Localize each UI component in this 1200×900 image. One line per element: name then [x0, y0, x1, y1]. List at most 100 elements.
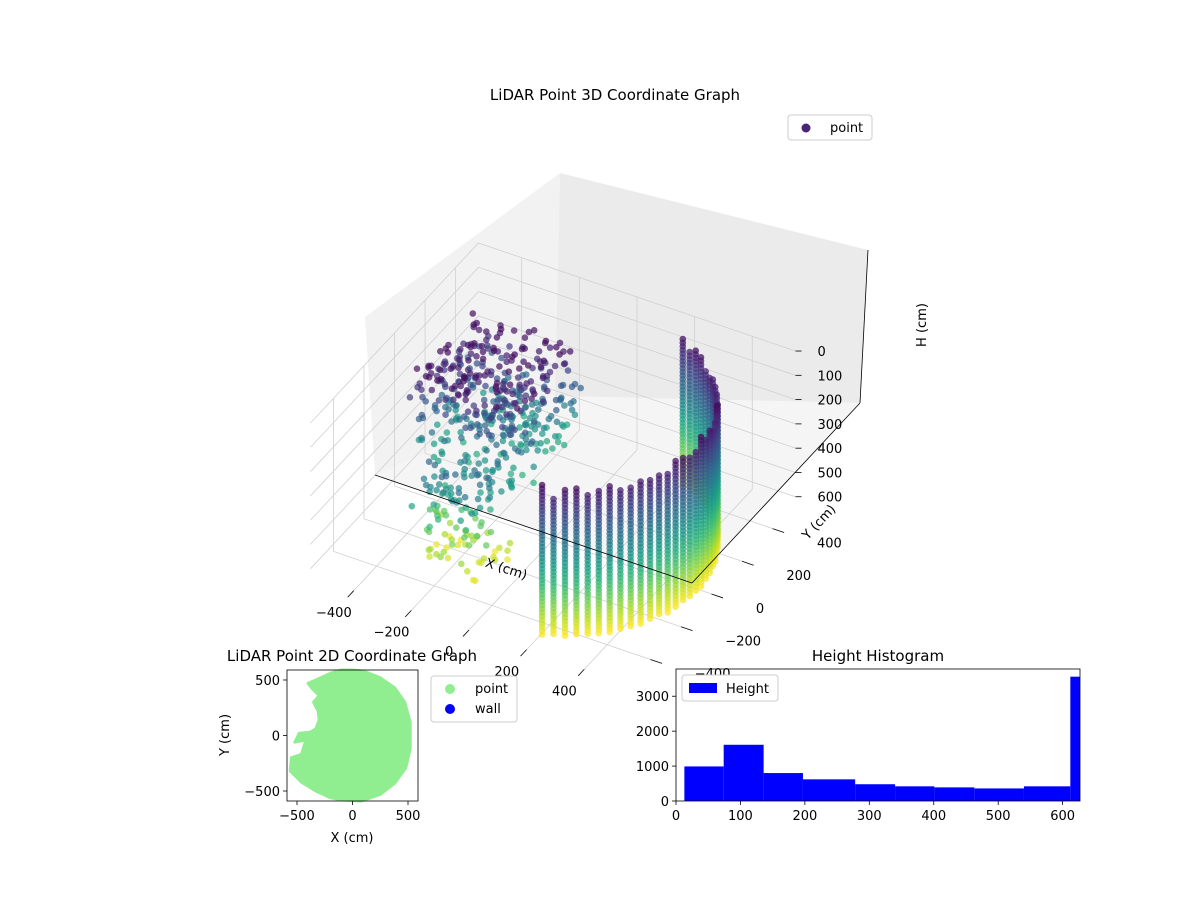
x-tick-label: 0	[445, 645, 453, 660]
legend-histogram-swatch	[689, 683, 717, 693]
data-point	[444, 349, 452, 356]
data-point	[446, 519, 454, 527]
data-point	[646, 615, 654, 622]
legend-3d-frame	[787, 114, 873, 141]
data-point	[453, 524, 460, 531]
data-point	[473, 471, 481, 479]
histogram-title: Height Histogram	[812, 647, 944, 665]
data-point	[456, 356, 463, 364]
x-tick-label: 400	[552, 685, 577, 700]
data-point	[532, 412, 539, 420]
data-point	[512, 399, 519, 407]
data-point	[500, 449, 507, 457]
data-point	[441, 530, 449, 538]
data-point	[489, 466, 497, 474]
data-point	[478, 342, 486, 350]
data-point	[553, 406, 560, 414]
data-point	[462, 390, 470, 398]
data-point	[473, 407, 480, 415]
data-point	[457, 429, 465, 436]
data-point	[494, 396, 501, 404]
x-tick-mark	[520, 649, 527, 657]
y-tick-label: −200	[725, 634, 761, 649]
data-point	[445, 406, 452, 413]
data-point	[479, 348, 487, 356]
x-tick-mark	[462, 629, 470, 637]
data-point	[422, 373, 430, 380]
histogram-bar	[763, 773, 803, 801]
histogram-bars	[684, 676, 1080, 801]
data-point	[465, 357, 472, 364]
data-point	[485, 475, 493, 482]
data-point	[508, 440, 515, 447]
data-point	[568, 383, 576, 391]
data-point	[447, 490, 455, 497]
y-tick-label: 0	[661, 795, 669, 810]
z-axis-line	[859, 249, 869, 404]
data-point	[476, 430, 484, 438]
data-point	[627, 622, 634, 630]
data-point	[498, 403, 506, 411]
y-tick-label: 400	[817, 536, 842, 551]
data-point	[655, 610, 663, 618]
data-point	[457, 346, 464, 353]
data-point	[545, 415, 553, 423]
data-point	[464, 408, 472, 416]
data-point	[406, 394, 414, 401]
histogram-bar	[974, 788, 1024, 801]
data-point	[453, 402, 460, 409]
data-point	[521, 404, 529, 411]
data-point	[469, 310, 477, 317]
data-point	[504, 556, 511, 563]
data-point	[476, 504, 484, 512]
data-point	[426, 506, 434, 513]
data-point	[455, 489, 463, 497]
x-tick-label: 600	[1050, 809, 1075, 824]
data-point	[553, 343, 560, 351]
data-point	[481, 402, 489, 409]
data-point	[692, 587, 700, 594]
data-point	[672, 603, 679, 610]
data-point	[523, 380, 530, 387]
data-point	[480, 396, 488, 404]
data-point	[513, 405, 521, 412]
data-point	[476, 481, 484, 489]
legend-2d-wall-marker	[445, 704, 455, 714]
data-point	[413, 365, 421, 373]
data-point	[528, 423, 535, 430]
data-point	[501, 396, 508, 404]
data-point	[506, 343, 513, 350]
legend-2d-wall-label: wall	[475, 702, 501, 717]
data-point	[546, 344, 554, 352]
histogram-bar	[895, 786, 935, 801]
data-point	[418, 434, 425, 442]
data-point	[516, 424, 523, 431]
data-point	[484, 345, 492, 352]
data-point	[450, 396, 457, 404]
data-point	[557, 382, 565, 390]
data-point	[468, 472, 476, 480]
y-tick-label: 3000	[636, 690, 669, 705]
data-point	[496, 363, 503, 370]
y-tick-label: 200	[786, 569, 811, 584]
data-point	[461, 465, 469, 473]
data-point	[540, 424, 548, 432]
data-point	[503, 411, 510, 418]
data-point	[471, 340, 478, 347]
data-point	[511, 351, 518, 358]
x-tick-mark	[404, 610, 412, 618]
data-point	[473, 353, 480, 360]
data-point	[560, 423, 567, 430]
histogram-bar	[855, 784, 896, 801]
data-point	[437, 348, 444, 355]
data-point	[552, 396, 560, 404]
x-tick-label: 400	[921, 809, 946, 824]
y-tick-mark	[680, 626, 693, 632]
data-point	[436, 366, 444, 374]
data-point	[434, 421, 441, 429]
data-point	[448, 385, 456, 393]
data-point	[573, 630, 580, 638]
data-point	[422, 481, 430, 489]
data-point	[483, 542, 490, 549]
x-axis-label-2d: X (cm)	[331, 831, 374, 846]
